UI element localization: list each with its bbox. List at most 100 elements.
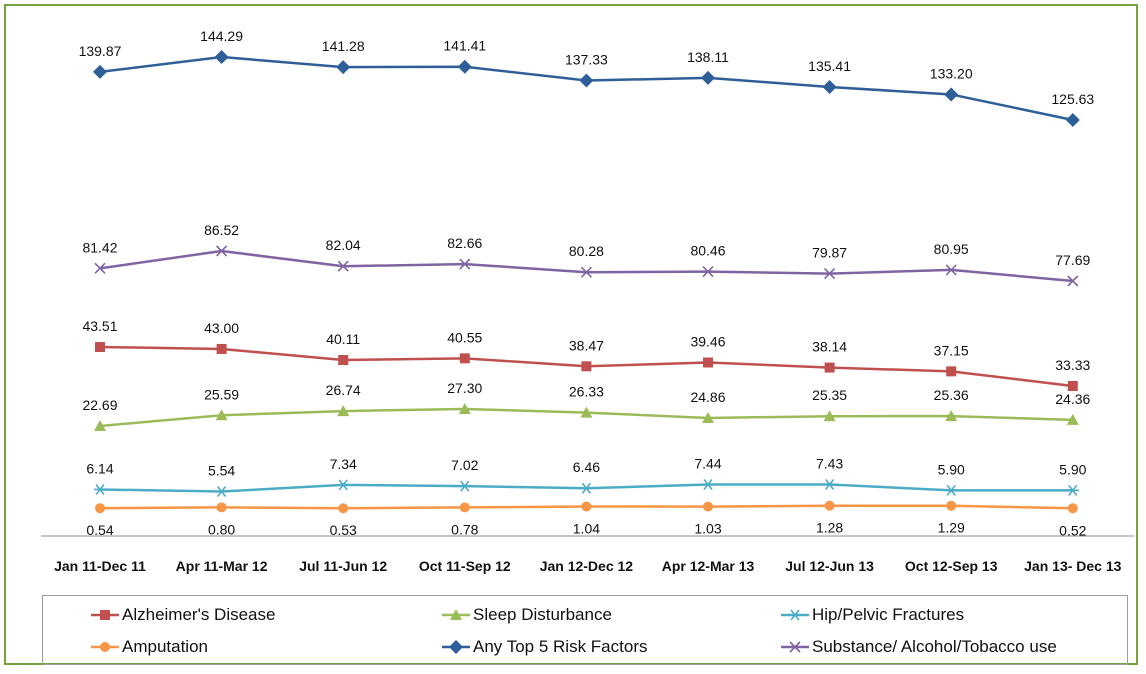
data-label-amputation-2: 0.53 — [330, 522, 357, 538]
data-label-amputation-3: 0.78 — [451, 521, 478, 537]
series-layer: 43.51 43.00 40.11 40.55 38.47 39.46 38.14 37.15… — [79, 28, 1095, 538]
data-label-alzheimer-s-disease-6: 38.14 — [812, 339, 847, 355]
legend-label: Any Top 5 Risk Factors — [473, 637, 648, 656]
legend-label: Substance/ Alcohol/Tobacco use — [812, 637, 1057, 656]
data-point-alzheimer-s-disease-0 — [95, 342, 105, 352]
data-point-amputation-7 — [946, 500, 957, 511]
legend-swatch-amputation — [91, 642, 119, 652]
data-point-substance-alcohol-tobacco-use-3 — [459, 258, 471, 270]
data-label-alzheimer-s-disease-3: 40.55 — [447, 329, 482, 345]
line-chart: 43.51 43.00 40.11 40.55 38.47 39.46 38.14 37.15… — [41, 28, 1134, 574]
data-point-any-top-5-risk-factors-3 — [457, 59, 472, 74]
data-label-hip-pelvic-fractures-0: 6.14 — [86, 460, 113, 476]
legend-swatch-marker — [100, 610, 110, 620]
data-point-substance-alcohol-tobacco-use-5 — [702, 266, 714, 278]
data-point-alzheimer-s-disease-7 — [946, 366, 957, 377]
data-point-substance-alcohol-tobacco-use-7 — [945, 264, 957, 276]
data-label-hip-pelvic-fractures-3: 7.02 — [451, 457, 478, 473]
data-label-sleep-disturbance-6: 25.35 — [812, 387, 847, 403]
data-label-substance-alcohol-tobacco-use-4: 80.28 — [569, 243, 604, 259]
series-alzheimer-s-disease: 43.51 43.00 40.11 40.55 38.47 39.46 38.14 37.15… — [82, 318, 1091, 391]
x-tick-label: Jan 11-Dec 11 — [54, 558, 146, 574]
data-label-substance-alcohol-tobacco-use-3: 82.66 — [447, 235, 482, 251]
data-label-sleep-disturbance-3: 27.30 — [447, 380, 482, 396]
data-point-hip-pelvic-fractures-1 — [215, 486, 228, 498]
data-label-any-top-5-risk-factors-7: 133.20 — [930, 65, 973, 81]
legend-swatch-marker — [789, 609, 801, 621]
data-label-any-top-5-risk-factors-0: 139.87 — [79, 43, 122, 59]
data-label-substance-alcohol-tobacco-use-6: 79.87 — [812, 245, 847, 261]
data-label-sleep-disturbance-2: 26.74 — [326, 382, 361, 398]
series-substance-alcohol-tobacco-use: 81.42 86.52 82.04 82.66 80.28 80.46 79.87 80.95… — [82, 222, 1091, 287]
data-point-amputation-4 — [581, 501, 592, 512]
data-point-substance-alcohol-tobacco-use-1 — [216, 245, 228, 257]
x-tick-label: Jul 11-Jun 12 — [299, 558, 387, 574]
data-label-hip-pelvic-fractures-2: 7.34 — [330, 456, 357, 472]
data-label-any-top-5-risk-factors-6: 135.41 — [808, 58, 851, 74]
data-label-amputation-0: 0.54 — [86, 522, 113, 538]
data-label-substance-alcohol-tobacco-use-7: 80.95 — [934, 241, 969, 257]
data-label-amputation-7: 1.29 — [938, 520, 965, 536]
x-tick-label: Apr 11-Mar 12 — [176, 558, 268, 574]
data-point-substance-alcohol-tobacco-use-4 — [580, 266, 592, 278]
legend-swatch-hip-pelvic-fractures — [781, 609, 809, 621]
data-label-sleep-disturbance-1: 25.59 — [204, 386, 239, 402]
data-point-alzheimer-s-disease-3 — [459, 353, 470, 364]
data-label-amputation-1: 0.80 — [208, 521, 235, 537]
legend-swatch-sleep-disturbance — [442, 609, 470, 620]
x-tick-label: Jan 12-Dec 12 — [540, 558, 634, 574]
data-label-substance-alcohol-tobacco-use-8: 77.69 — [1055, 252, 1090, 268]
legend-label: Hip/Pelvic Fractures — [812, 605, 965, 624]
series-hip-pelvic-fractures: 6.14 5.54 7.34 7.02 6.46 7.44 7.43 5.90 5.90 — [86, 455, 1087, 498]
data-point-any-top-5-risk-factors-7 — [944, 87, 959, 102]
data-point-any-top-5-risk-factors-2 — [336, 60, 351, 75]
legend-item-alzheimer-s-disease: Alzheimer's Disease — [90, 604, 275, 626]
data-point-substance-alcohol-tobacco-use-0 — [94, 262, 106, 274]
data-point-amputation-0 — [95, 503, 105, 514]
data-label-substance-alcohol-tobacco-use-2: 82.04 — [326, 237, 361, 253]
data-point-alzheimer-s-disease-6 — [824, 362, 835, 373]
legend-label: Alzheimer's Disease — [122, 605, 276, 624]
data-point-alzheimer-s-disease-4 — [581, 361, 592, 372]
data-label-alzheimer-s-disease-5: 39.46 — [690, 334, 725, 350]
data-point-any-top-5-risk-factors-5 — [701, 70, 715, 85]
legend-swatch-marker — [100, 642, 110, 652]
data-point-any-top-5-risk-factors-0 — [93, 64, 107, 79]
data-point-hip-pelvic-fractures-7 — [945, 484, 958, 496]
data-point-any-top-5-risk-factors-4 — [579, 73, 594, 88]
legend-swatch-substance-alcohol-tobacco-use — [781, 641, 809, 653]
x-tick-label: Apr 12-Mar 13 — [662, 558, 755, 574]
data-point-amputation-1 — [216, 502, 227, 513]
data-point-any-top-5-risk-factors-1 — [214, 50, 229, 64]
data-point-hip-pelvic-fractures-8 — [1066, 484, 1079, 496]
data-label-alzheimer-s-disease-7: 37.15 — [934, 342, 969, 358]
data-point-substance-alcohol-tobacco-use-6 — [824, 268, 836, 280]
data-point-sleep-disturbance-4 — [580, 406, 593, 418]
data-point-hip-pelvic-fractures-4 — [580, 482, 593, 494]
data-point-amputation-3 — [459, 502, 470, 513]
data-point-hip-pelvic-fractures-3 — [458, 480, 471, 492]
legend-label: Amputation — [122, 637, 208, 656]
data-point-any-top-5-risk-factors-8 — [1065, 113, 1080, 127]
data-label-any-top-5-risk-factors-4: 137.33 — [565, 51, 608, 67]
data-label-substance-alcohol-tobacco-use-1: 86.52 — [204, 222, 239, 238]
data-point-hip-pelvic-fractures-0 — [94, 483, 106, 495]
data-label-hip-pelvic-fractures-4: 6.46 — [573, 459, 600, 475]
data-label-amputation-6: 1.28 — [816, 520, 843, 536]
data-point-amputation-2 — [338, 503, 349, 514]
data-point-substance-alcohol-tobacco-use-8 — [1067, 275, 1079, 287]
data-label-substance-alcohol-tobacco-use-0: 81.42 — [82, 239, 117, 255]
data-label-any-top-5-risk-factors-8: 125.63 — [1051, 91, 1094, 107]
legend-swatch-marker — [449, 640, 463, 654]
data-label-substance-alcohol-tobacco-use-5: 80.46 — [690, 243, 725, 259]
legend-swatch-alzheimer-s-disease — [91, 610, 119, 620]
data-point-sleep-disturbance-1 — [215, 409, 228, 421]
legend-item-hip-pelvic-fractures: Hip/Pelvic Fractures — [780, 604, 964, 626]
data-point-sleep-disturbance-0 — [94, 420, 106, 431]
legend-item-sleep-disturbance: Sleep Disturbance — [441, 604, 612, 626]
x-tick-label: Jan 13- Dec 13 — [1024, 558, 1121, 574]
x-tick-label: Jul 12-Jun 13 — [785, 558, 874, 574]
data-point-substance-alcohol-tobacco-use-2 — [337, 260, 349, 272]
x-tick-labels: Jan 11-Dec 11 Apr 11-Mar 12 Jul 11-Jun 12 O… — [54, 558, 1122, 574]
legend: Alzheimer's Disease Sleep Disturbance Hip/… — [42, 595, 1128, 665]
